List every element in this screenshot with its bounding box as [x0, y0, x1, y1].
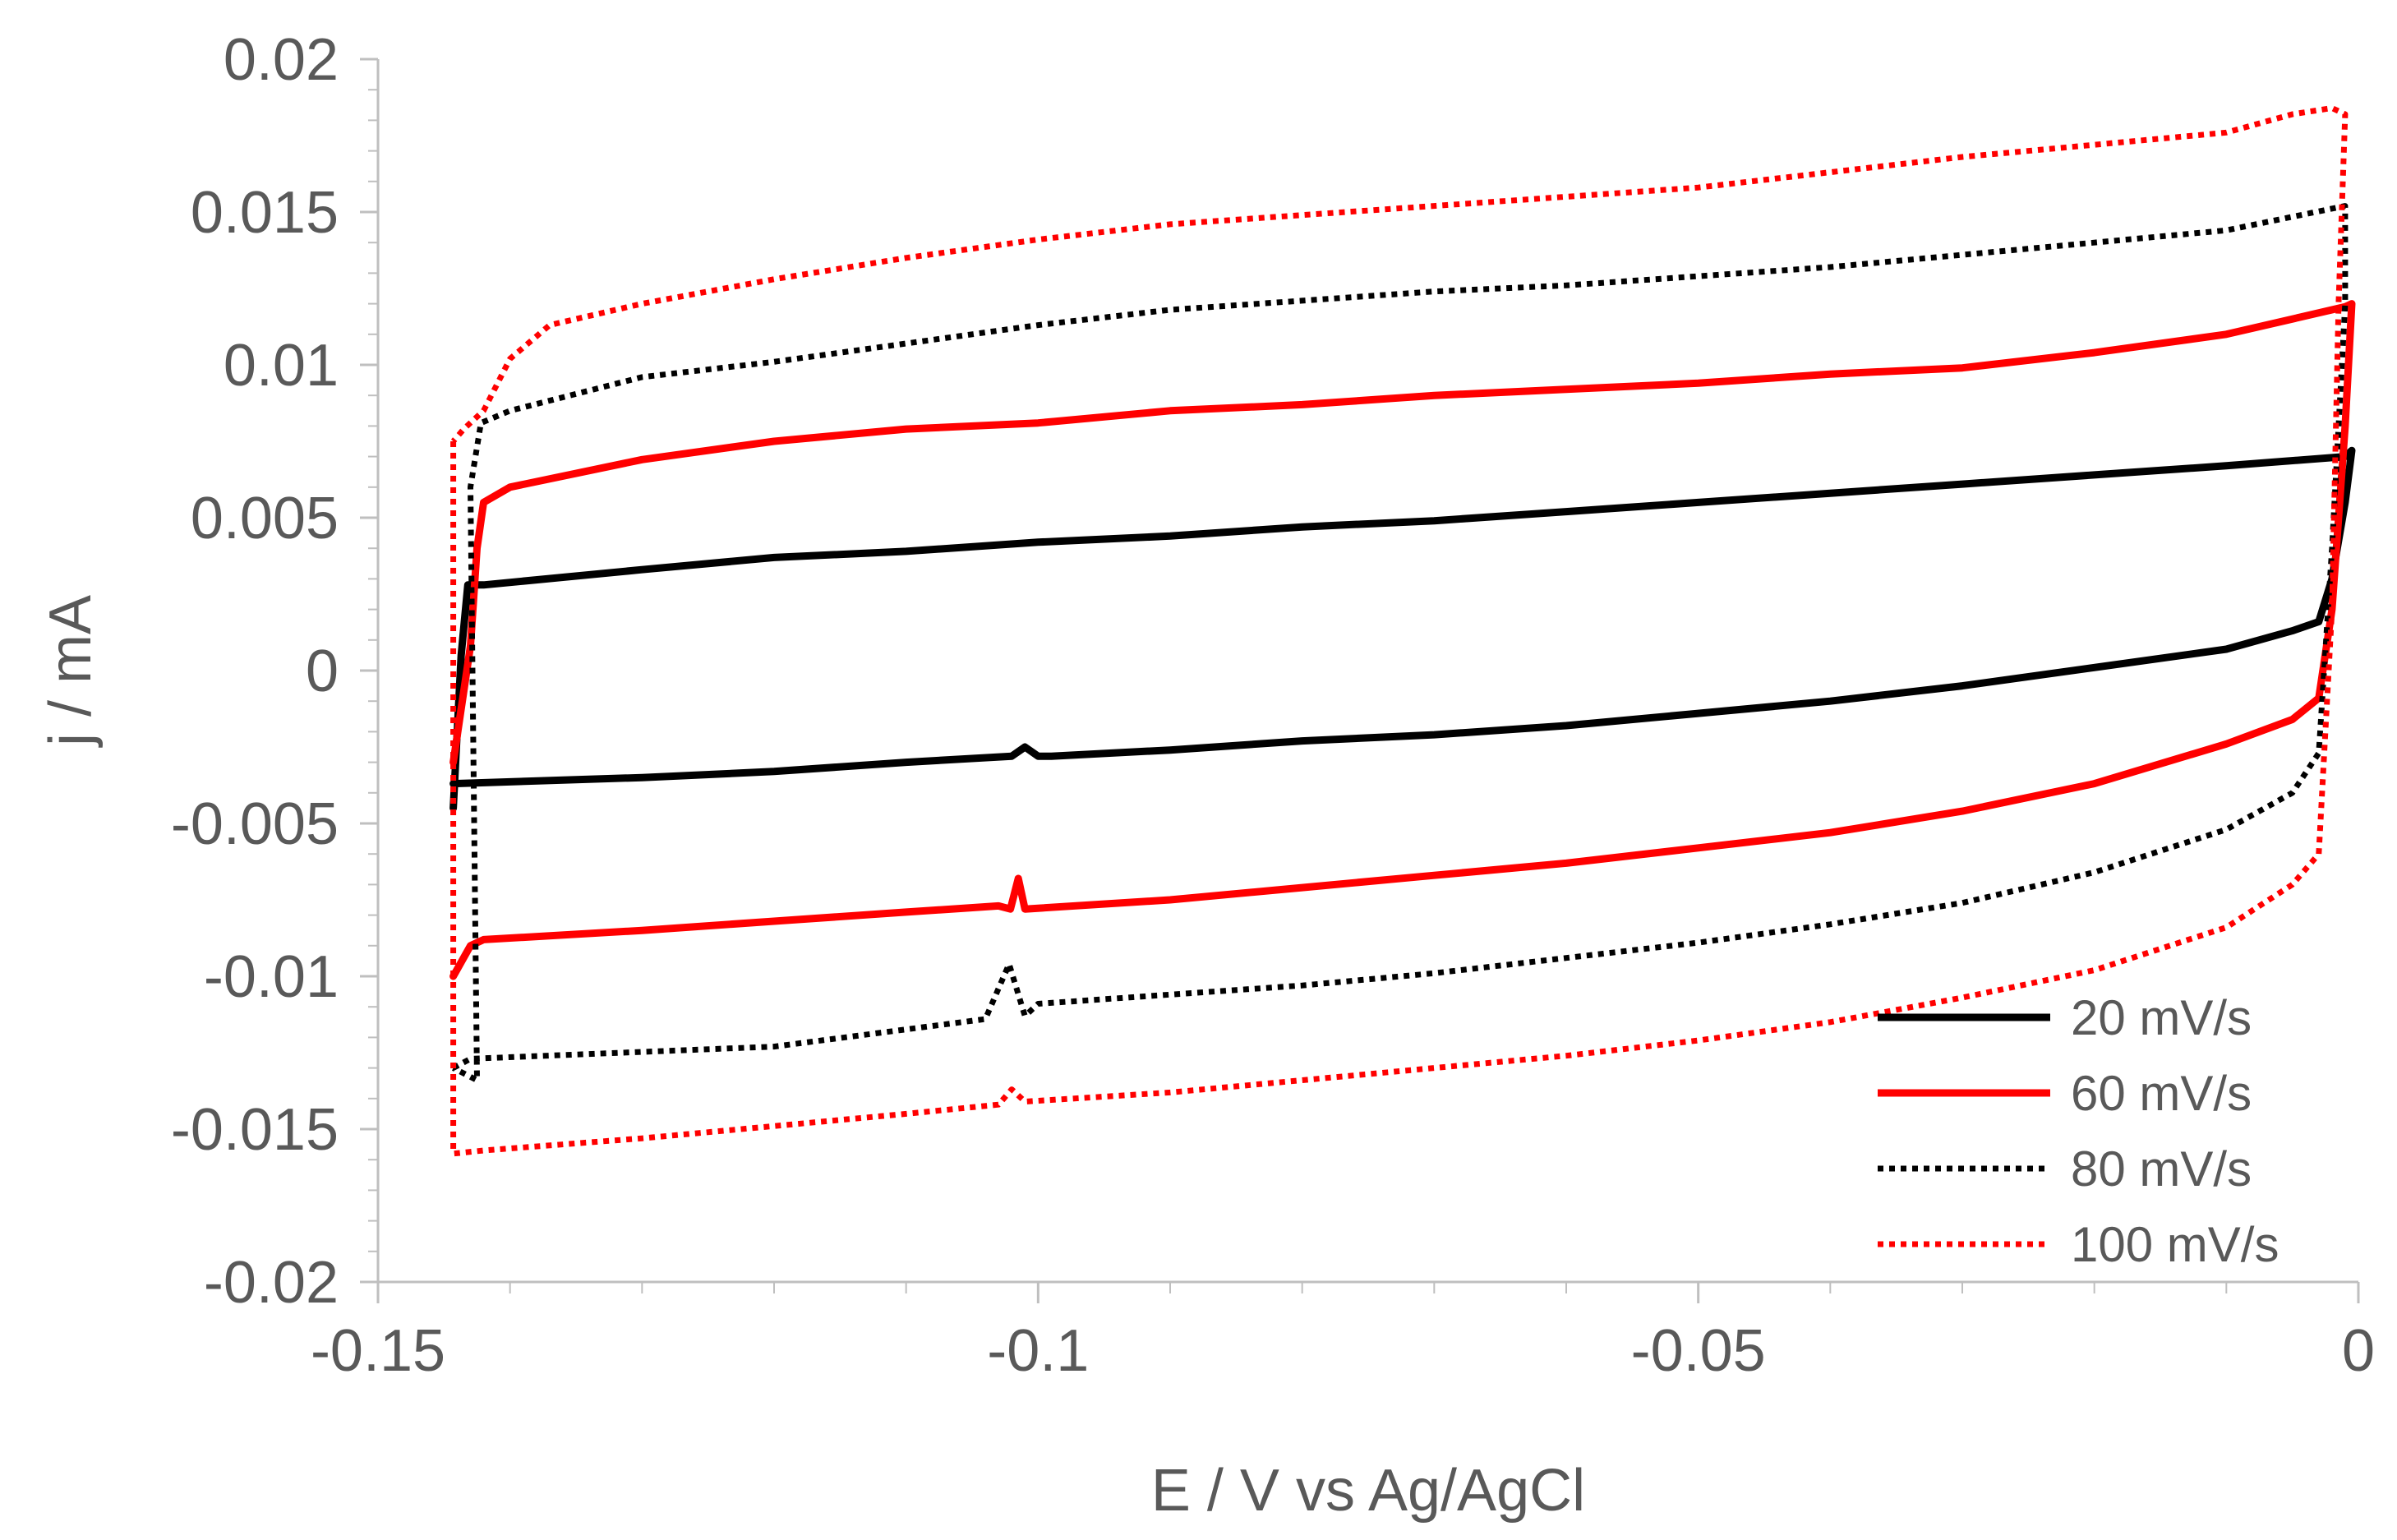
y-tick-label: 0.005 — [191, 486, 339, 551]
y-tick-label: -0.005 — [171, 791, 339, 857]
y-tick-label: -0.01 — [204, 944, 339, 1010]
x-tick-label: -0.05 — [1631, 1318, 1766, 1384]
legend-label: 100 mV/s — [2071, 1217, 2279, 1272]
x-tick-label: 0 — [2342, 1318, 2375, 1384]
plot-series — [449, 105, 2356, 1157]
x-axis-ticks: -0.15 -0.1 -0.05 0 — [311, 1282, 2375, 1384]
legend-label: 20 mV/s — [2071, 990, 2252, 1045]
y-tick-label: 0.015 — [191, 180, 339, 246]
x-axis-title: E / V vs Ag/AgCl — [1151, 1458, 1585, 1524]
legend: 20 mV/s 60 mV/s 80 mV/s 100 mV/s — [1878, 990, 2279, 1272]
y-axis-title: j / mA — [38, 595, 104, 748]
x-tick-label: -0.15 — [311, 1318, 445, 1384]
legend-label: 60 mV/s — [2071, 1066, 2252, 1121]
series-line-2 — [449, 300, 2356, 980]
legend-label: 80 mV/s — [2071, 1141, 2252, 1196]
y-tick-label: 0 — [306, 639, 339, 704]
y-tick-label: 0.02 — [224, 27, 339, 93]
series-line-3 — [451, 203, 2349, 1083]
y-tick-label: -0.015 — [171, 1097, 339, 1163]
y-tick-label: 0.01 — [224, 333, 339, 399]
x-tick-label: -0.1 — [987, 1318, 1089, 1384]
series-line-4 — [450, 105, 2349, 1157]
series-line-1 — [449, 446, 2356, 812]
y-tick-label: -0.02 — [204, 1250, 339, 1316]
y-axis-ticks: 0.02 0.015 0.01 0.005 0 -0.005 -0.01 -0.015 -0.0… — [171, 27, 378, 1316]
